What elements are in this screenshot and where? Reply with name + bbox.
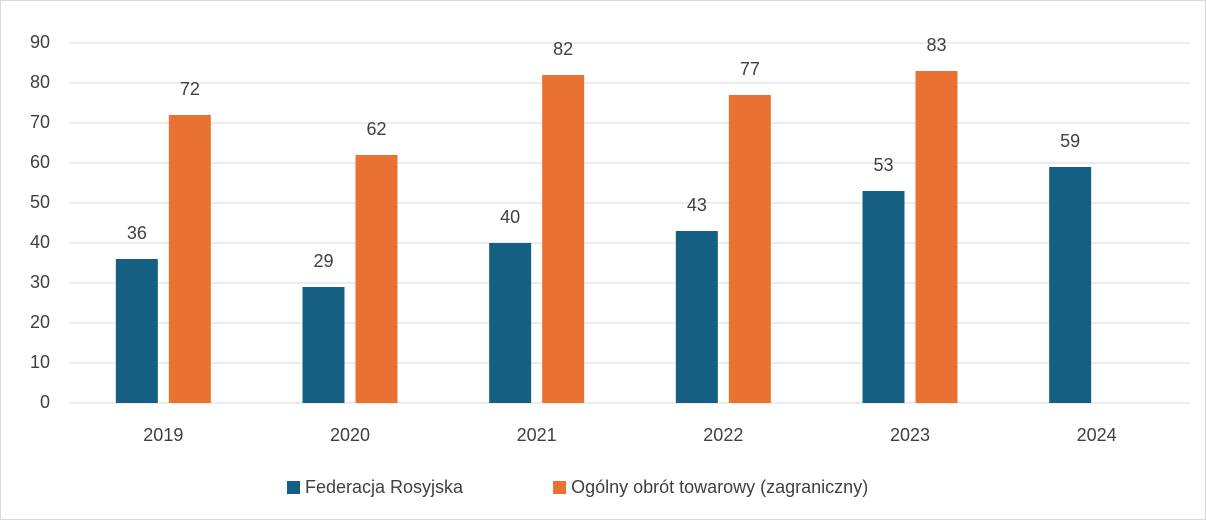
data-label: 40 (500, 207, 520, 227)
data-label: 36 (127, 223, 147, 243)
data-label: 62 (366, 119, 386, 139)
legend-label: Federacja Rosyjska (305, 477, 464, 497)
y-tick-label: 10 (30, 352, 50, 372)
data-label: 59 (1060, 131, 1080, 151)
y-tick-label: 40 (30, 232, 50, 252)
x-tick-label: 2019 (143, 425, 183, 445)
data-label: 77 (740, 59, 760, 79)
data-label: 82 (553, 39, 573, 59)
bar (355, 155, 398, 403)
y-tick-label: 50 (30, 192, 50, 212)
bar (675, 231, 718, 403)
bar (115, 259, 158, 403)
y-tick-label: 80 (30, 72, 50, 92)
y-tick-label: 30 (30, 272, 50, 292)
y-tick-label: 70 (30, 112, 50, 132)
bar (302, 287, 345, 403)
data-label: 83 (926, 35, 946, 55)
legend-label: Ogólny obrót towarowy (zagraniczny) (571, 477, 868, 497)
bar (728, 95, 771, 403)
data-label: 72 (180, 79, 200, 99)
bar (542, 75, 585, 403)
bar (489, 243, 532, 403)
data-label: 53 (873, 155, 893, 175)
bar (915, 71, 958, 403)
y-tick-label: 20 (30, 312, 50, 332)
bar (862, 191, 905, 403)
y-tick-label: 90 (30, 32, 50, 52)
y-tick-label: 60 (30, 152, 50, 172)
data-label: 29 (313, 251, 333, 271)
legend-swatch (287, 481, 300, 494)
bar (168, 115, 211, 403)
data-label: 43 (687, 195, 707, 215)
y-tick-label: 0 (40, 392, 50, 412)
x-tick-label: 2020 (330, 425, 370, 445)
bar (1049, 167, 1092, 403)
legend-swatch (553, 481, 567, 494)
x-tick-label: 2023 (890, 425, 930, 445)
x-tick-label: 2021 (517, 425, 557, 445)
x-tick-label: 2022 (703, 425, 743, 445)
x-tick-label: 2024 (1077, 425, 1117, 445)
